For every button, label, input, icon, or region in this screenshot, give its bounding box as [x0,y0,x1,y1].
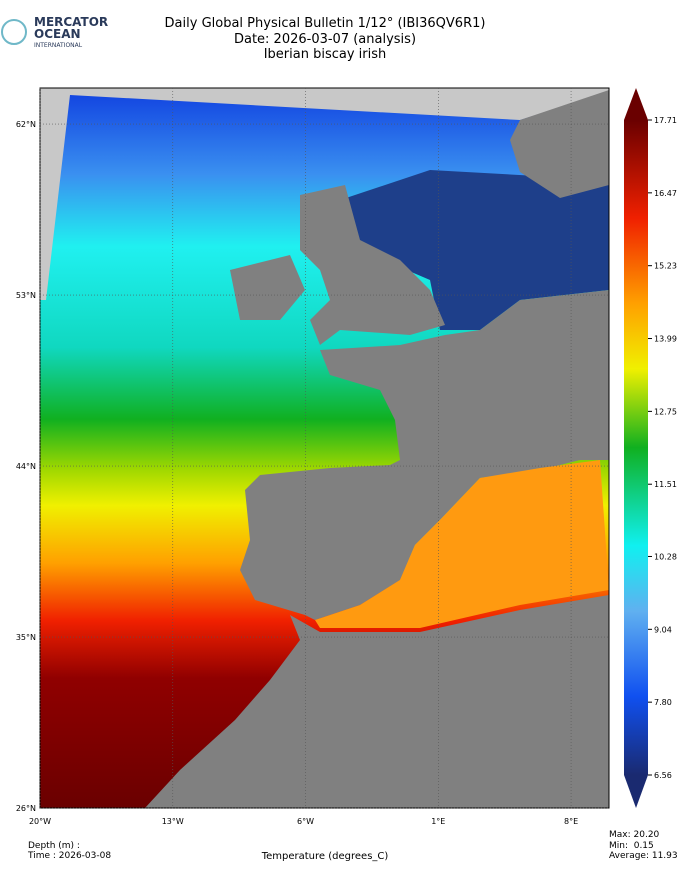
stat: Min: 0.15 [609,841,654,851]
map [39,87,610,809]
colorbar [624,88,648,808]
mediterranean [315,460,609,628]
lat-tick-label: 35°N [16,633,36,642]
lat-tick-label: 62°N [16,120,36,129]
lon-tick-label: 13°W [162,817,184,826]
logo-icon [1,19,27,45]
stat: Average: 11.93 [609,851,678,861]
lat-tick-label: 26°N [16,804,36,813]
colorbar-extend [624,88,648,120]
colorbar-extend [624,775,648,808]
land [300,185,445,345]
colorbar-tick-label: 11.51 [654,480,677,489]
lat-tick-label: 44°N [16,462,36,471]
title: Daily Global Physical Bulletin 1/12° (IB… [165,16,486,31]
colorbar-tick-label: 13.99 [654,335,677,344]
land [145,595,609,808]
lon-tick-label: 1°E [431,817,445,826]
time: Time : 2026-03-08 [27,851,111,861]
colorbar-tick-label: 10.28 [654,552,677,561]
logo-text: OCEAN [34,27,81,41]
title: Date: 2026-03-07 (analysis) [234,32,416,47]
colorbar-tick-label: 17.71 [654,116,677,125]
land [230,255,305,320]
logo-text: INTERNATIONAL [34,42,83,49]
logo-text: MERCATOR [34,15,108,29]
lon-tick-label: 20°W [29,817,51,826]
colorbar-tick-label: 12.75 [654,407,677,416]
lon-tick-label: 8°E [564,817,578,826]
colorbar-bar [624,120,648,775]
lon-tick-label: 6°W [297,817,314,826]
lat-tick-label: 53°N [16,291,36,300]
land [510,90,609,198]
depth: Depth (m) : [28,841,80,851]
colorbar-tick-label: 16.47 [654,189,677,198]
colorbar-tick-label: 7.80 [654,698,672,707]
x-label: Temperature (degrees_C) [261,851,389,862]
colorbar-tick-label: 6.56 [654,771,672,780]
logo: MERCATOR OCEAN INTERNATIONAL [1,15,108,49]
title: Iberian biscay irish [264,47,387,62]
stat: Max: 20.20 [609,830,660,840]
land [240,290,609,620]
colorbar-tick-label: 9.04 [654,625,672,634]
north-sea [340,170,609,330]
colorbar-tick-label: 15.23 [654,262,677,271]
